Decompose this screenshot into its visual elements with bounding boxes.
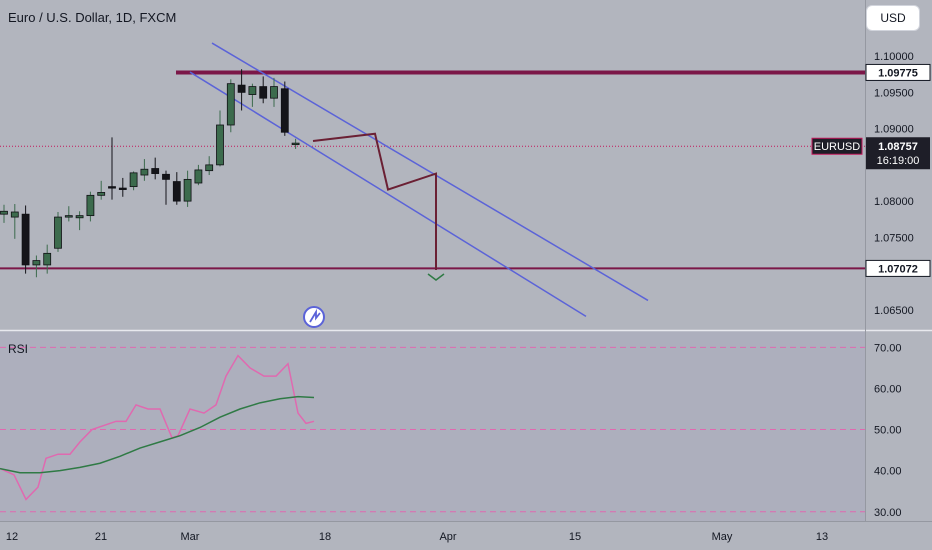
candle-body: [43, 252, 52, 266]
candle-body: [108, 186, 116, 189]
time-tick-label: 13: [816, 531, 828, 543]
candle: [270, 77, 278, 107]
candle: [248, 83, 257, 107]
candle-body: [75, 215, 84, 219]
candle: [172, 172, 181, 205]
rsi-pane: [0, 331, 865, 521]
candle-body: [0, 210, 8, 215]
symbol-tag: [811, 137, 863, 155]
candle-body: [54, 216, 62, 249]
candle-body: [237, 84, 246, 93]
candle: [0, 204, 8, 223]
candle: [237, 69, 246, 111]
candle-body: [140, 168, 149, 176]
level-price-tag: [865, 259, 931, 277]
candle-body: [226, 83, 235, 126]
price-tick-label: 1.09000: [874, 124, 914, 136]
candle-body: [10, 211, 19, 218]
rsi-tick-label: 40.00: [874, 466, 902, 478]
candle-body: [183, 178, 192, 202]
candle: [129, 171, 138, 191]
price-tick-label: 1.06500: [874, 305, 914, 317]
candle: [54, 212, 62, 252]
candle: [280, 81, 289, 136]
candle: [64, 206, 73, 222]
candle-body: [32, 260, 41, 266]
level-price-label: 1.09775: [878, 67, 918, 79]
price-tick-label: 1.09500: [874, 87, 914, 99]
candle-body: [291, 142, 300, 146]
symbol-title: Euro / U.S. Dollar, 1D, FXCM: [8, 10, 177, 25]
time-tick-label: 18: [319, 531, 331, 543]
candle-body: [216, 124, 224, 166]
rsi-tick-label: 60.00: [874, 383, 902, 395]
candle: [162, 170, 170, 205]
rsi-ma-line: [0, 395, 315, 474]
candle: [205, 156, 214, 176]
candle: [10, 204, 19, 239]
candle-body: [248, 86, 257, 95]
time-tick-label: Apr: [439, 531, 456, 543]
candle: [259, 76, 268, 104]
rsi-tick-label: 70.00: [874, 342, 902, 354]
candle-body: [280, 88, 289, 133]
candle-body: [162, 173, 170, 180]
time-tick-label: 15: [569, 531, 581, 543]
current-price-symbol: EURUSD: [814, 141, 861, 153]
time-tick-label: 12: [6, 531, 18, 543]
candle: [32, 255, 41, 278]
price-tick-label: 1.10000: [874, 51, 914, 63]
bar-countdown: 16:19:00: [877, 155, 920, 167]
channel-upper-line: [211, 42, 649, 302]
candle-body: [21, 213, 30, 266]
projection-path: [312, 132, 437, 270]
candle-body: [270, 86, 278, 99]
candle-body: [194, 169, 203, 184]
candle: [183, 170, 192, 207]
candle: [151, 157, 160, 180]
candle: [75, 211, 84, 231]
time-tick-label: 21: [95, 531, 107, 543]
rsi-title: RSI: [8, 342, 29, 356]
rsi-tick-label: 30.00: [874, 507, 902, 519]
candle-body: [205, 164, 214, 172]
candle-body: [64, 215, 73, 218]
level-price-label: 1.07072: [878, 263, 918, 275]
price-tick-label: 1.08000: [874, 196, 914, 208]
level-price-tag: [865, 63, 931, 81]
currency-button[interactable]: USD: [866, 5, 920, 31]
candle: [140, 159, 149, 181]
candle-body: [86, 194, 95, 217]
candle: [43, 244, 52, 274]
candle: [226, 79, 235, 133]
candle-body: [118, 187, 127, 190]
candle-body: [151, 168, 160, 174]
current-price-tag: [866, 137, 930, 170]
rsi-line: [0, 354, 315, 501]
projection-arrow-head: [427, 273, 445, 281]
candle: [118, 177, 127, 197]
candle: [194, 164, 203, 186]
time-tick-label: Mar: [181, 531, 200, 543]
price-tick-label: 1.07500: [874, 232, 914, 244]
time-tick-label: May: [712, 531, 733, 543]
candle-body: [259, 86, 268, 99]
candle-body: [129, 172, 138, 188]
chart-logo-glyph: [309, 308, 321, 323]
candle: [108, 137, 116, 200]
candle: [291, 138, 300, 149]
candle: [86, 191, 95, 222]
candle: [216, 110, 224, 167]
candle: [97, 180, 106, 200]
candle-body: [172, 181, 181, 202]
channel-lower-line: [189, 71, 587, 318]
candle-body: [97, 192, 106, 196]
candle: [21, 205, 30, 274]
rsi-tick-label: 50.00: [874, 425, 902, 437]
current-price-label: 1.08757: [878, 141, 918, 153]
